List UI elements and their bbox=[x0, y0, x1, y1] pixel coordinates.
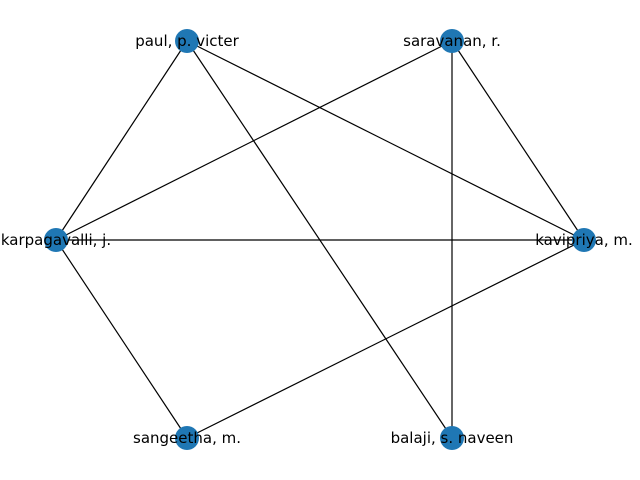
node-label-kavipriya: kavipriya, m. bbox=[535, 231, 633, 249]
node-label-paul: paul, p. victer bbox=[135, 32, 239, 50]
edges-layer bbox=[55, 40, 585, 439]
node-label-saravanan: saravanan, r. bbox=[403, 32, 501, 50]
labels-layer: paul, p. victer saravanan, r. karpagavalli… bbox=[1, 32, 633, 447]
edge-karpagavalli-sangeetha bbox=[55, 239, 188, 439]
node-label-balaji: balaji, s. naveen bbox=[391, 429, 514, 447]
edge-saravanan-karpagavalli bbox=[55, 40, 453, 241]
edge-saravanan-kavipriya bbox=[451, 40, 585, 241]
node-paul bbox=[175, 29, 199, 53]
nodes-layer bbox=[44, 29, 596, 450]
node-saravanan bbox=[440, 29, 464, 53]
node-label-sangeetha: sangeetha, m. bbox=[133, 429, 241, 447]
node-kavipriya bbox=[572, 228, 596, 252]
edge-kavipriya-sangeetha bbox=[186, 239, 585, 439]
node-sangeetha bbox=[175, 426, 199, 450]
node-karpagavalli bbox=[44, 228, 68, 252]
node-label-karpagavalli: karpagavalli, j. bbox=[1, 231, 111, 249]
node-balaji bbox=[440, 426, 464, 450]
edge-paul-karpagavalli bbox=[55, 40, 188, 241]
edge-paul-kavipriya bbox=[186, 40, 585, 241]
